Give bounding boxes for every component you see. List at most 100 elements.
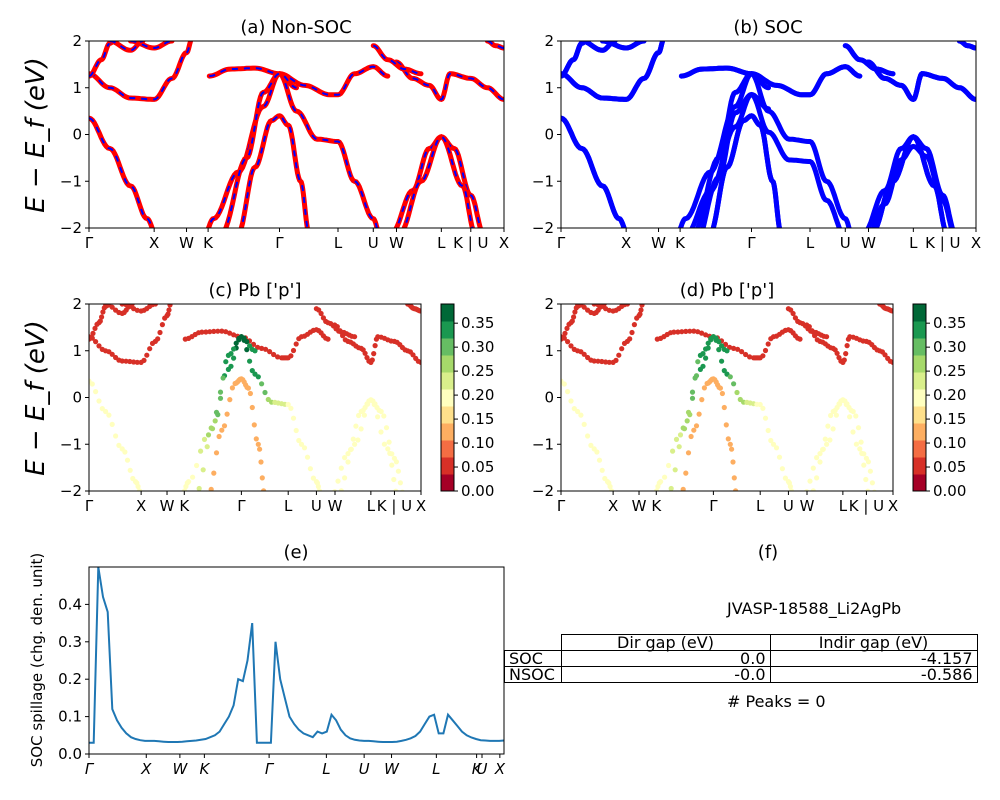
band-point (595, 358, 601, 364)
band-point (155, 336, 161, 342)
band-point (673, 436, 680, 442)
x-tick-label: Γ (265, 760, 275, 778)
band-point (858, 439, 864, 445)
band-point (227, 397, 233, 403)
band-point (725, 436, 731, 442)
colorbar-tick-label: 0.05 (461, 458, 494, 476)
colorbar-tick-label: 0.30 (933, 338, 966, 356)
panel-c-title: (c) Pb ['p'] (208, 280, 301, 301)
band-point (227, 330, 233, 336)
band-point (418, 359, 421, 365)
y-tick-label: 0 (72, 126, 82, 144)
x-tick-label: L (432, 760, 440, 778)
band-point (206, 493, 211, 498)
band-point (696, 411, 702, 417)
band-point (637, 311, 643, 317)
x-tick-label: X (888, 497, 898, 515)
band-point (841, 357, 847, 363)
band-dash-line (89, 41, 192, 101)
gap-table: Dir gap (eV) Indir gap (eV) SOC 0.0 -4.1… (504, 634, 978, 683)
band-point (253, 436, 259, 442)
band-point (601, 304, 607, 307)
band-point (106, 412, 112, 418)
x-tick-label: X (140, 760, 152, 778)
colorbar-swatch (441, 457, 454, 475)
band-point (144, 352, 150, 358)
band-point (217, 389, 224, 395)
band-point (683, 328, 689, 334)
band-point (385, 446, 391, 452)
band-point (834, 350, 840, 356)
band-point (400, 489, 405, 491)
band-point (231, 332, 237, 338)
band-point (93, 339, 99, 345)
band-point (263, 346, 269, 352)
y-tick-label: −1 (60, 172, 82, 190)
band-point (215, 328, 221, 334)
band-point (383, 425, 390, 431)
band-point (641, 297, 646, 302)
band-point (731, 381, 737, 387)
band-point (298, 441, 305, 447)
colorbar-swatch (913, 440, 926, 458)
band-point (865, 459, 872, 465)
band-point (124, 457, 131, 463)
colorbar-swatch (913, 457, 926, 475)
band-point (687, 328, 693, 334)
band-point (724, 348, 730, 354)
band-point (743, 351, 749, 358)
band-point (205, 432, 212, 438)
band-point (779, 466, 786, 472)
y-tick-label: 0 (72, 389, 82, 407)
panel-a-title: (a) Non-SOC (240, 17, 351, 38)
band-point (293, 341, 299, 347)
band-point (167, 304, 173, 308)
y-tick-label: 0 (544, 389, 554, 407)
band-point (362, 350, 368, 356)
band-point (201, 436, 208, 442)
band-point (731, 345, 737, 351)
band-dash-line (209, 65, 388, 96)
colorbar-tick-label: 0.15 (461, 410, 494, 428)
colorbar-swatch (441, 474, 454, 492)
band-point (727, 441, 733, 447)
panel-b2-bands (561, 41, 976, 228)
band-point (596, 457, 603, 463)
band-point (250, 341, 257, 347)
band-point (662, 474, 668, 480)
band-point (259, 475, 265, 481)
band-point (665, 493, 670, 498)
band-point (378, 408, 384, 415)
y-tick-label: −1 (532, 172, 554, 190)
band-point (762, 347, 769, 354)
x-tick-label: L (806, 234, 815, 252)
y-tick-label: 2 (544, 295, 554, 313)
band-point (361, 412, 367, 418)
band-point (89, 381, 95, 387)
band-point (882, 352, 888, 358)
colorbar-swatch (913, 474, 926, 492)
band-point (368, 397, 374, 403)
band-point (817, 451, 823, 457)
peaks-label: # Peaks = 0 (727, 692, 826, 711)
band-point (381, 413, 387, 419)
band-point (613, 357, 619, 363)
x-tick-label: K (199, 760, 210, 778)
band-point (833, 412, 840, 418)
band-point (581, 351, 587, 357)
band-dash-line (224, 72, 297, 228)
band-point (717, 385, 724, 391)
band-point (252, 348, 258, 354)
band-point (103, 408, 109, 415)
band-point (338, 488, 344, 491)
band-point (159, 322, 165, 328)
band-point (108, 297, 113, 302)
x-tick-label: X (149, 234, 159, 252)
panel-c-colorbar (440, 303, 455, 492)
band-point (688, 433, 694, 440)
band-dash-line (487, 41, 504, 49)
band-point (342, 455, 348, 461)
x-tick-label: K (651, 497, 662, 515)
band-point (762, 415, 769, 421)
x-tick-label: W (328, 497, 343, 515)
